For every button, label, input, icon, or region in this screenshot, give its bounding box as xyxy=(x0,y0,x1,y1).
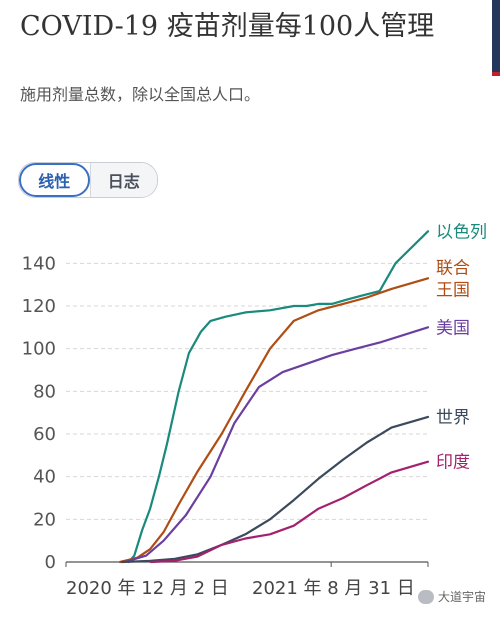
subtitle: 施用剂量总数，除以全国总人口。 xyxy=(20,85,261,104)
series-label: 印度 xyxy=(436,453,470,473)
y-tick-label: 100 xyxy=(22,339,56,360)
log-scale-button[interactable]: 日志 xyxy=(89,163,157,197)
series-line xyxy=(149,460,430,564)
y-tick-label: 80 xyxy=(33,381,56,402)
page-title: COVID-19 疫苗剂量每100人管理 xyxy=(20,11,435,42)
x-tick-label: 2020 年 12 月 2 日 xyxy=(66,578,229,599)
wechat-icon xyxy=(418,589,434,604)
series-label: 以色列 xyxy=(436,222,487,242)
scale-toggle[interactable]: 线性 日志 xyxy=(18,162,158,198)
publisher-logo xyxy=(492,0,500,76)
y-tick-label: 20 xyxy=(33,509,56,530)
series-line xyxy=(120,415,430,564)
x-tick-label: 2021 年 8 月 31 日 xyxy=(252,578,415,599)
series-label: 王国 xyxy=(436,280,470,300)
watermark: 大道宇宙 xyxy=(418,588,486,605)
y-tick-label: 0 xyxy=(45,552,56,573)
linear-scale-button[interactable]: 线性 xyxy=(19,163,90,197)
series-label: 世界 xyxy=(436,408,470,428)
y-tick-label: 120 xyxy=(22,296,56,317)
series-line xyxy=(123,326,430,564)
y-tick-label: 40 xyxy=(33,467,56,488)
series-line xyxy=(127,230,430,564)
series-label: 联合 xyxy=(436,258,470,278)
series-label: 美国 xyxy=(436,318,470,338)
y-tick-label: 140 xyxy=(22,253,56,274)
y-tick-label: 60 xyxy=(33,424,56,445)
series-line xyxy=(118,277,430,564)
watermark-text: 大道宇宙 xyxy=(438,590,487,604)
